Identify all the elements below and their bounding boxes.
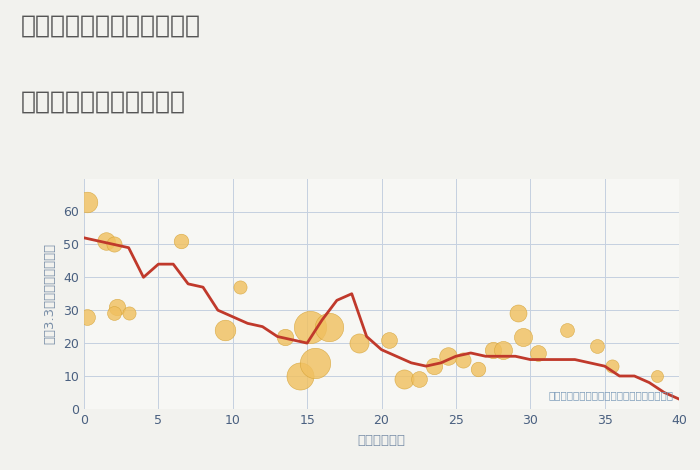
Point xyxy=(413,376,424,383)
Point xyxy=(512,310,524,317)
Point xyxy=(517,333,528,340)
Point xyxy=(279,333,290,340)
Point xyxy=(443,352,454,360)
Point xyxy=(592,343,603,350)
Point xyxy=(294,372,305,380)
Point xyxy=(81,198,92,205)
Point xyxy=(220,326,231,334)
Point xyxy=(384,336,395,344)
Point xyxy=(324,323,335,330)
Point xyxy=(175,237,186,245)
Point xyxy=(309,359,320,367)
Text: 築年数別中古戸建て価格: 築年数別中古戸建て価格 xyxy=(21,89,186,113)
Point xyxy=(458,356,469,363)
Point xyxy=(234,283,246,291)
Text: 三重県津市白山町二本木の: 三重県津市白山町二本木の xyxy=(21,14,201,38)
Point xyxy=(606,362,617,370)
X-axis label: 築年数（年）: 築年数（年） xyxy=(358,434,405,446)
Point xyxy=(108,310,119,317)
Point xyxy=(562,326,573,334)
Point xyxy=(108,241,119,248)
Point xyxy=(354,339,365,347)
Text: 円の大きさは、取引のあった物件面積を示す: 円の大きさは、取引のあった物件面積を示す xyxy=(548,390,673,400)
Point xyxy=(473,366,484,373)
Point xyxy=(81,313,92,321)
Point xyxy=(101,237,112,245)
Y-axis label: 坪（3.3㎡）単価（万円）: 坪（3.3㎡）単価（万円） xyxy=(43,243,56,345)
Point xyxy=(498,346,509,353)
Point xyxy=(532,349,543,357)
Point xyxy=(487,346,498,353)
Point xyxy=(123,310,134,317)
Point xyxy=(111,303,122,311)
Point xyxy=(304,323,316,330)
Point xyxy=(428,362,439,370)
Point xyxy=(651,372,662,380)
Point xyxy=(398,376,409,383)
